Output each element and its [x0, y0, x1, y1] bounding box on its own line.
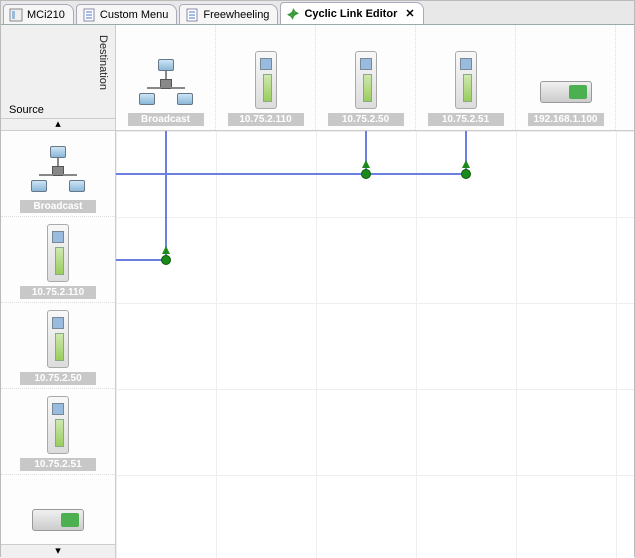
- tab-freewheeling[interactable]: Freewheeling: [179, 4, 278, 24]
- box-icon: [540, 81, 592, 103]
- dest-label: 10.75.2.50: [328, 113, 404, 126]
- editor-main: Destination Source ▴ Broadcast 10.75.2.1…: [1, 25, 634, 558]
- tab-bar: MCi210 Custom Menu Freewheeling Cyclic L…: [1, 1, 634, 25]
- link-node[interactable]: [361, 169, 371, 179]
- dest-cell-2[interactable]: 10.75.2.50: [316, 25, 416, 130]
- destination-header: Destination: [97, 35, 109, 90]
- broadcast-icon: [139, 59, 193, 105]
- rack-icon: [47, 310, 69, 368]
- tab-label: Cyclic Link Editor: [304, 8, 397, 20]
- tab-cyclic-link-editor[interactable]: Cyclic Link Editor ✕: [280, 2, 423, 24]
- doc-icon: [82, 8, 96, 22]
- tab-label: Freewheeling: [203, 9, 269, 21]
- rack-icon: [355, 51, 377, 109]
- dest-cell-3[interactable]: 10.75.2.51: [416, 25, 516, 130]
- src-label: Broadcast: [20, 200, 96, 213]
- doc-icon: [185, 8, 199, 22]
- dest-label: 10.75.2.110: [228, 113, 304, 126]
- dest-cell-4[interactable]: 192.168.1.100: [516, 25, 616, 130]
- dest-label: 10.75.2.51: [428, 113, 504, 126]
- scroll-up-button[interactable]: ▴: [1, 118, 115, 130]
- corner-header: Destination Source ▴: [1, 25, 116, 131]
- rack-icon: [255, 51, 277, 109]
- source-column: Broadcast 10.75.2.110 10.75.2.50 10.75.2…: [1, 131, 116, 558]
- box-icon: [32, 509, 84, 531]
- src-label: 10.75.2.50: [20, 372, 96, 385]
- arrow-up-icon: [162, 246, 170, 254]
- tab-label: Custom Menu: [100, 9, 168, 21]
- rack-icon: [455, 51, 477, 109]
- src-label: 10.75.2.110: [20, 286, 96, 299]
- link-node[interactable]: [461, 169, 471, 179]
- link-line[interactable]: [116, 173, 466, 175]
- rack-icon: [47, 396, 69, 454]
- source-header: Source: [9, 104, 44, 116]
- tab-label: MCi210: [27, 9, 65, 21]
- rack-icon: [47, 224, 69, 282]
- dest-cell-broadcast[interactable]: Broadcast: [116, 25, 216, 130]
- tab-custom-menu[interactable]: Custom Menu: [76, 4, 177, 24]
- broadcast-icon: [31, 146, 85, 192]
- scroll-down-button[interactable]: ▾: [1, 544, 115, 558]
- src-cell-2[interactable]: 10.75.2.50: [1, 303, 115, 389]
- link-grid[interactable]: [116, 131, 634, 558]
- link-node[interactable]: [161, 255, 171, 265]
- src-cell-4[interactable]: [1, 475, 115, 545]
- src-label: 10.75.2.51: [20, 458, 96, 471]
- link-line[interactable]: [165, 131, 167, 260]
- dest-label: Broadcast: [128, 113, 204, 126]
- close-icon[interactable]: ✕: [405, 7, 414, 20]
- arrow-up-icon: [362, 160, 370, 168]
- dest-cell-1[interactable]: 10.75.2.110: [216, 25, 316, 130]
- link-line[interactable]: [116, 259, 166, 261]
- device-icon: [9, 8, 23, 22]
- destination-row: Broadcast 10.75.2.110 10.75.2.50 10.75.2…: [116, 25, 634, 131]
- src-cell-1[interactable]: 10.75.2.110: [1, 217, 115, 303]
- recycle-icon: [286, 7, 300, 21]
- src-cell-3[interactable]: 10.75.2.51: [1, 389, 115, 475]
- dest-label: 192.168.1.100: [528, 113, 604, 126]
- arrow-up-icon: [462, 160, 470, 168]
- src-cell-broadcast[interactable]: Broadcast: [1, 131, 115, 217]
- tab-mci210[interactable]: MCi210: [3, 4, 74, 24]
